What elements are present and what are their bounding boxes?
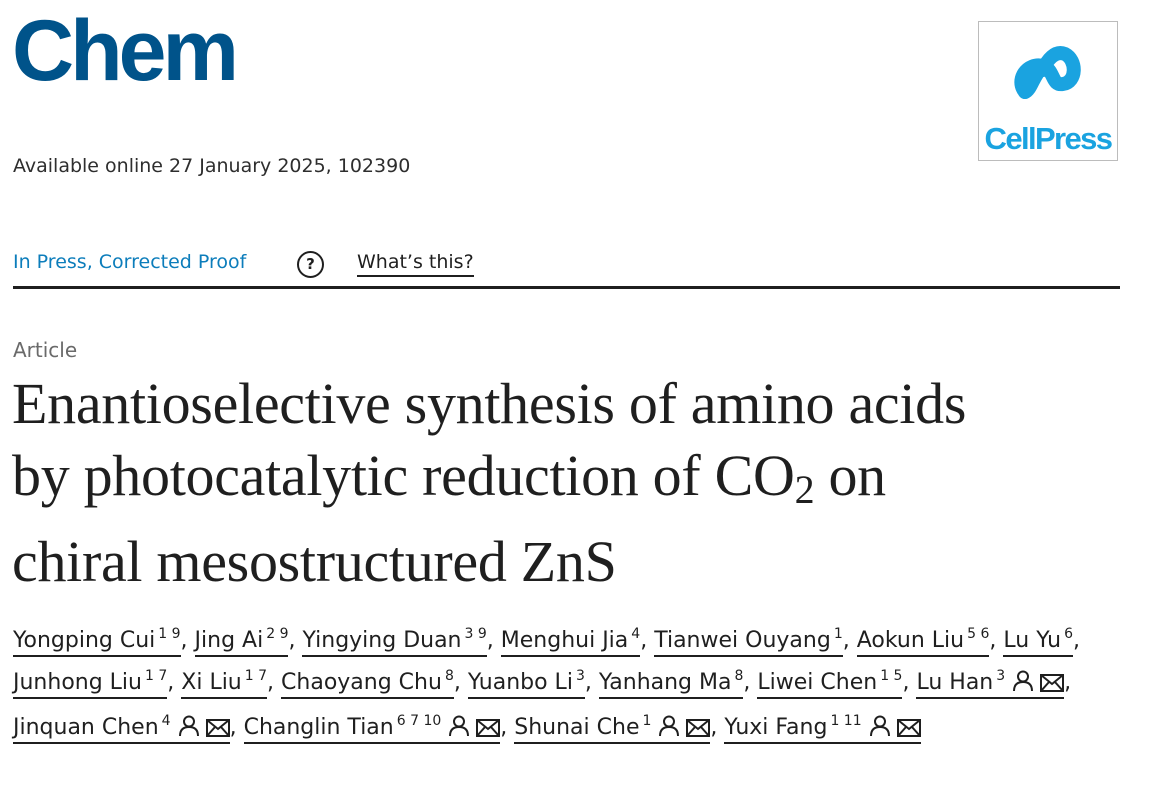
- author-affiliation: 1 9: [158, 626, 181, 642]
- author-affiliation: 6 7 10: [396, 713, 442, 729]
- author-name: Tianwei Ouyang: [654, 628, 831, 653]
- author-list: Yongping Cui 1 9, Jing Ai 2 9, Yingying Du…: [13, 620, 1123, 752]
- author-name: Junhong Liu: [13, 670, 142, 695]
- author-name: Changlin Tian: [243, 715, 394, 740]
- author-name: Yuxi Fang: [724, 715, 828, 740]
- author-link[interactable]: Yanhang Ma 8: [598, 668, 744, 699]
- author-name: Jinquan Chen: [13, 715, 159, 740]
- author-affiliation: 3: [575, 668, 585, 684]
- author-affiliation: 1 7: [145, 668, 168, 684]
- article-title: Enantioselective synthesis of amino acid…: [12, 368, 1132, 598]
- person-icon: [1013, 665, 1034, 707]
- author-link[interactable]: Menghui Jia 4: [500, 626, 641, 657]
- author-name: Xi Liu: [181, 670, 242, 695]
- cellpress-mark-icon: [1014, 46, 1081, 99]
- person-icon: [178, 710, 199, 752]
- author-link[interactable]: Lu Han 3: [916, 668, 1065, 699]
- author-affiliation: 1 7: [244, 668, 268, 684]
- help-icon[interactable]: ?: [297, 251, 324, 278]
- author-name: Yanhang Ma: [598, 670, 732, 695]
- publisher-logo[interactable]: CellPress: [978, 21, 1118, 161]
- author-affiliation: 3 9: [464, 626, 487, 642]
- author-link[interactable]: Changlin Tian 6 7 10: [243, 713, 501, 744]
- author-link[interactable]: Aokun Liu 5 6: [856, 626, 990, 657]
- author-name: Yongping Cui: [13, 628, 156, 653]
- author-name: Lu Han: [916, 670, 994, 695]
- author-link[interactable]: Chaoyang Chu 8: [281, 668, 454, 699]
- author-affiliation: 1: [642, 713, 652, 729]
- online-date: Available online 27 January 2025, 102390: [13, 155, 411, 177]
- author-name: Liwei Chen: [757, 670, 878, 695]
- title-line-1: Enantioselective synthesis of amino acid…: [12, 371, 967, 436]
- person-icon: [869, 710, 890, 752]
- mail-icon: [1040, 665, 1065, 707]
- author-link[interactable]: Yuxi Fang 1 11: [724, 713, 921, 744]
- author-affiliation: 4: [161, 713, 171, 729]
- author-affiliation: 2 9: [266, 626, 289, 642]
- mail-icon: [476, 710, 501, 752]
- author-link[interactable]: Yongping Cui 1 9: [13, 626, 181, 657]
- author-link[interactable]: Yuanbo Li 3: [467, 668, 585, 699]
- journal-logo[interactable]: Chem: [12, 3, 239, 99]
- article-type-label: Article: [13, 338, 78, 362]
- author-affiliation: 3: [996, 668, 1006, 684]
- title-line-2: by photocatalytic reduction of CO2 on: [12, 443, 886, 512]
- author-affiliation: 6: [1064, 626, 1073, 642]
- author-link[interactable]: Jinquan Chen 4: [13, 713, 230, 744]
- author-name: Shunai Che: [514, 715, 640, 740]
- author-affiliation: 1: [833, 626, 843, 642]
- author-link[interactable]: Junhong Liu 1 7: [13, 668, 168, 699]
- author-link[interactable]: Lu Yu 6: [1003, 626, 1073, 657]
- author-link[interactable]: Yingying Duan 3 9: [302, 626, 487, 657]
- author-name: Chaoyang Chu: [281, 670, 442, 695]
- article-status-bar: In Press, Corrected Proof ? What’s this?: [13, 250, 1120, 289]
- mail-icon: [205, 710, 230, 752]
- author-affiliation: 1 11: [830, 713, 862, 729]
- person-icon: [659, 710, 680, 752]
- author-link[interactable]: Xi Liu 1 7: [181, 668, 268, 699]
- author-name: Menghui Jia: [500, 628, 629, 653]
- person-icon: [449, 710, 470, 752]
- author-affiliation: 5 6: [967, 626, 990, 642]
- mail-icon: [896, 710, 921, 752]
- author-name: Yuanbo Li: [467, 670, 573, 695]
- whats-this-link[interactable]: What’s this?: [357, 251, 474, 277]
- author-affiliation: 8: [444, 668, 454, 684]
- author-affiliation: 1 5: [880, 668, 903, 684]
- title-line-3: chiral mesostructured ZnS: [12, 529, 617, 594]
- mail-icon: [686, 710, 711, 752]
- author-affiliation: 8: [734, 668, 744, 684]
- author-name: Aokun Liu: [856, 628, 965, 653]
- author-name: Yingying Duan: [302, 628, 462, 653]
- publisher-wordmark: CellPress: [984, 121, 1114, 156]
- author-name: Lu Yu: [1003, 628, 1062, 653]
- author-affiliation: 4: [631, 626, 641, 642]
- author-link[interactable]: Shunai Che 1: [514, 713, 711, 744]
- author-link[interactable]: Liwei Chen 1 5: [757, 668, 903, 699]
- author-name: Jing Ai: [194, 628, 264, 653]
- author-link[interactable]: Tianwei Ouyang 1: [654, 626, 843, 657]
- author-link[interactable]: Jing Ai 2 9: [194, 626, 289, 657]
- status-link[interactable]: In Press, Corrected Proof: [13, 251, 247, 273]
- title-subscript: 2: [794, 467, 815, 512]
